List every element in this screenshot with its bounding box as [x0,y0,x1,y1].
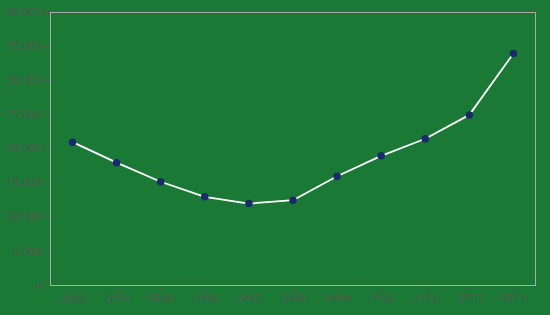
svg-text:40.000: 40.000 [7,7,42,18]
svg-text:30.000: 30.000 [7,75,42,86]
svg-text:2005: 2005 [148,293,173,304]
svg-text:15.000: 15.000 [7,177,42,188]
svg-text:25.000: 25.000 [7,109,42,120]
svg-text:35.000: 35.000 [7,41,42,52]
svg-text:2006: 2006 [192,293,217,304]
svg-text:2009: 2009 [324,293,349,304]
svg-text:2008: 2008 [280,293,305,304]
svg-text:0: 0 [35,280,41,291]
svg-text:2011: 2011 [413,293,438,304]
svg-text:2012: 2012 [457,293,482,304]
svg-text:5.000: 5.000 [13,246,42,257]
svg-text:2007: 2007 [236,293,261,304]
svg-text:20.000: 20.000 [7,143,42,154]
svg-text:10.000: 10.000 [7,211,42,222]
svg-text:2013: 2013 [501,293,526,304]
svg-text:2004: 2004 [104,293,129,304]
svg-text:2010: 2010 [368,293,393,304]
svg-text:2003: 2003 [60,293,85,304]
